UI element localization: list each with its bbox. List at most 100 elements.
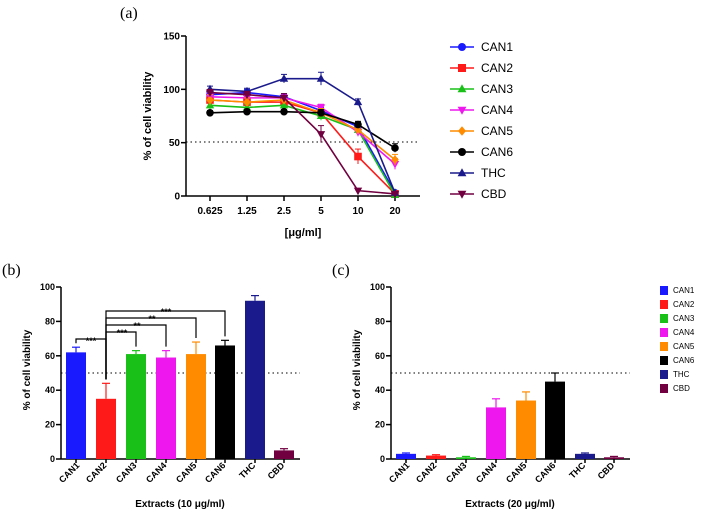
panel-a-legend: CAN1 CAN2 CAN3 CAN4 CAN5 CAN6 THC CBD: [450, 40, 513, 201]
legend-c-label-can5: CAN5: [673, 342, 695, 351]
bar-can6: [215, 345, 235, 459]
legend-label-cbd: CBD: [481, 187, 507, 201]
bar-can2: [426, 455, 446, 459]
legend-label-can4: CAN4: [481, 103, 513, 117]
panel-c-x-tick: CAN4: [474, 460, 498, 484]
panel-b-x-tick: CAN4: [144, 460, 168, 484]
bar-can5: [516, 400, 536, 459]
bar-can1: [396, 453, 416, 459]
data-point-can3: [279, 100, 289, 109]
panel-b-y-tick: 40: [45, 385, 55, 395]
panel-c-x-tick: THC: [567, 460, 588, 481]
panel-c-bars: [396, 372, 624, 459]
panel-c-legend: CAN1 CAN2 CAN3 CAN4 CAN5 CAN6 THC CBD: [660, 286, 695, 393]
legend-marker-cbd: [457, 190, 467, 199]
bar-thc: [245, 300, 265, 459]
series-line-cbd: [209, 91, 396, 195]
sig-label: ***: [86, 336, 97, 346]
bar-can4: [486, 407, 506, 459]
panel-a-y-title: % of cell viability: [142, 71, 154, 161]
panel-a-y-tick: 50: [169, 138, 181, 149]
legend-swatch-can2: [660, 300, 668, 309]
panel-c-bar-chart: % of cell viability Extracts (20 μg/ml) …: [352, 282, 695, 510]
data-point-thc: [316, 74, 326, 82]
legend-marker-can4: [457, 106, 467, 115]
series-line-can5: [209, 99, 396, 161]
panel-b-y-tick: 0: [50, 454, 55, 464]
panel-c-x-title: Extracts (20 μg/ml): [465, 499, 554, 510]
panel-b-x-tick: CAN6: [203, 460, 227, 484]
panel-b-x-tick: CBD: [266, 460, 287, 481]
data-point-cbd: [205, 89, 215, 98]
panel-a-line-chart: % of cell viability [μg/ml] 0 50 100 150…: [142, 32, 513, 240]
data-point-can5: [243, 97, 251, 107]
panel-a-x-tick: 1.25: [237, 206, 257, 217]
sig-label: **: [148, 314, 156, 324]
panel-c-label: (c): [332, 262, 350, 279]
bar-thc: [575, 453, 595, 459]
series-line-thc: [209, 77, 396, 194]
series-thc: [205, 71, 400, 196]
legend-swatch-can4: [660, 328, 668, 337]
bar-can6: [545, 381, 565, 459]
panel-a-x-tick: 20: [389, 206, 401, 217]
data-point-can2: [354, 152, 362, 161]
panel-c-x-tick: CAN2: [414, 460, 438, 484]
data-point-cbd: [390, 190, 400, 199]
panel-c-x-tick: CAN3: [444, 460, 468, 484]
panel-c-tick-marks: [386, 286, 615, 463]
legend-swatch-can5: [660, 342, 668, 351]
legend-c-label-can4: CAN4: [673, 328, 695, 337]
panel-b-x-tick: CAN1: [57, 460, 81, 484]
legend-swatch-can3: [660, 314, 668, 323]
legend-label-thc: THC: [481, 166, 506, 180]
panel-b-significance: *** *** ** ** ***: [75, 307, 226, 380]
panel-b-y-tick: 20: [45, 420, 55, 430]
data-point-thc: [279, 74, 289, 82]
panel-b-x-tick: CAN2: [84, 460, 108, 484]
bar-can1: [66, 352, 86, 459]
bar-can2: [96, 398, 116, 459]
data-point-can6: [391, 144, 399, 152]
bar-can4: [156, 357, 176, 459]
legend-label-can1: CAN1: [481, 40, 513, 54]
panel-c-x-tick: CAN6: [533, 460, 557, 484]
panel-c-y-tick-labels: 0 20 40 60 80 100: [370, 282, 385, 464]
data-point-can6: [280, 107, 288, 116]
panel-b-y-tick: 80: [45, 316, 55, 326]
panel-b-x-tick: CAN3: [114, 460, 138, 484]
panel-a-y-tick-labels: 0 50 100 150: [163, 32, 180, 203]
panel-b-bars: [66, 295, 294, 459]
bar-can3: [456, 457, 476, 459]
legend-c-label-can1: CAN1: [673, 286, 695, 295]
legend-swatch-can6: [660, 356, 668, 365]
panel-b-y-tick: 60: [45, 351, 55, 361]
panel-c-y-tick: 40: [375, 385, 385, 395]
panel-c-y-tick: 80: [375, 316, 385, 326]
panel-b-x-tick: CAN5: [174, 460, 198, 484]
legend-marker-can2: [458, 64, 466, 72]
bar-cbd: [604, 457, 624, 459]
legend-marker-thc: [457, 168, 467, 177]
panel-a-x-tick: 5: [318, 206, 324, 217]
panel-a-y-tick: 150: [163, 32, 180, 43]
data-point-can6: [317, 109, 325, 117]
data-point-cbd: [242, 91, 252, 100]
sig-label: ***: [161, 307, 172, 317]
legend-marker-can3: [457, 84, 467, 93]
panel-c-x-tick-labels: CAN1 CAN2 CAN3 CAN4 CAN5 CAN6 THC CBD: [387, 460, 617, 485]
panel-b-x-tick: THC: [237, 460, 258, 481]
panel-c-x-tick: CAN5: [504, 460, 528, 484]
panel-a-x-tick: 0.625: [197, 206, 222, 217]
data-point-can6: [243, 107, 251, 116]
legend-marker-can6: [458, 148, 466, 156]
legend-label-can3: CAN3: [481, 82, 513, 96]
legend-label-can2: CAN2: [481, 61, 513, 75]
panel-c-y-tick: 60: [375, 351, 385, 361]
panel-c-y-tick: 20: [375, 420, 385, 430]
legend-label-can5: CAN5: [481, 124, 513, 138]
series-line-can3: [209, 104, 396, 196]
legend-c-label-cbd: CBD: [673, 384, 690, 393]
panel-a-x-tick: 2.5: [277, 206, 291, 217]
